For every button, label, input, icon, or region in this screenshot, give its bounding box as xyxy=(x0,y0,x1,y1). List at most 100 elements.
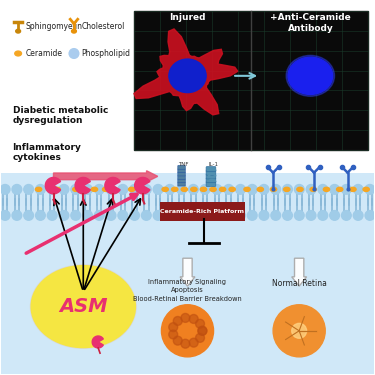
FancyBboxPatch shape xyxy=(178,176,185,179)
Circle shape xyxy=(224,211,234,220)
Wedge shape xyxy=(105,177,120,194)
Circle shape xyxy=(24,211,33,220)
FancyArrow shape xyxy=(180,258,195,286)
Ellipse shape xyxy=(284,187,290,191)
FancyBboxPatch shape xyxy=(160,202,245,221)
Circle shape xyxy=(248,211,257,220)
Ellipse shape xyxy=(129,187,135,191)
Ellipse shape xyxy=(350,187,356,191)
Circle shape xyxy=(169,330,178,339)
Circle shape xyxy=(195,333,204,342)
Text: TNF: TNF xyxy=(178,162,189,167)
Circle shape xyxy=(169,322,178,332)
Circle shape xyxy=(283,184,292,194)
FancyBboxPatch shape xyxy=(178,179,185,183)
Text: Injured: Injured xyxy=(169,13,206,22)
Circle shape xyxy=(106,184,116,194)
Circle shape xyxy=(200,184,210,194)
Ellipse shape xyxy=(16,29,21,33)
Text: Ceramide: Ceramide xyxy=(26,49,63,58)
Ellipse shape xyxy=(36,187,42,191)
Circle shape xyxy=(294,184,304,194)
Circle shape xyxy=(365,211,375,220)
Circle shape xyxy=(248,184,257,194)
Circle shape xyxy=(36,211,45,220)
Circle shape xyxy=(259,211,269,220)
Circle shape xyxy=(259,184,269,194)
Circle shape xyxy=(330,184,339,194)
Circle shape xyxy=(198,326,207,335)
Ellipse shape xyxy=(80,187,86,191)
Ellipse shape xyxy=(31,266,135,348)
Circle shape xyxy=(130,184,140,194)
FancyBboxPatch shape xyxy=(206,182,216,186)
Circle shape xyxy=(141,211,151,220)
FancyBboxPatch shape xyxy=(178,172,185,176)
Circle shape xyxy=(330,211,339,220)
Circle shape xyxy=(12,211,22,220)
Ellipse shape xyxy=(244,187,250,191)
Circle shape xyxy=(82,184,92,194)
Circle shape xyxy=(165,211,175,220)
Circle shape xyxy=(177,211,186,220)
Text: IL-1: IL-1 xyxy=(209,162,219,167)
Ellipse shape xyxy=(91,187,98,191)
Circle shape xyxy=(173,316,182,326)
Circle shape xyxy=(294,211,304,220)
Circle shape xyxy=(106,211,116,220)
Ellipse shape xyxy=(257,187,263,191)
Ellipse shape xyxy=(219,187,226,191)
Circle shape xyxy=(224,184,234,194)
Wedge shape xyxy=(135,177,150,194)
Ellipse shape xyxy=(181,187,188,191)
Circle shape xyxy=(212,211,222,220)
Circle shape xyxy=(342,211,351,220)
Ellipse shape xyxy=(15,51,21,56)
FancyBboxPatch shape xyxy=(206,174,216,179)
FancyBboxPatch shape xyxy=(178,169,185,172)
Circle shape xyxy=(200,211,210,220)
Text: Inflammatory Signaling
Apoptosis
Blood-Retinal Barrier Breakdown: Inflammatory Signaling Apoptosis Blood-R… xyxy=(133,279,242,302)
Circle shape xyxy=(236,184,245,194)
Circle shape xyxy=(292,323,307,338)
Circle shape xyxy=(283,211,292,220)
Ellipse shape xyxy=(162,187,168,191)
Ellipse shape xyxy=(310,187,316,191)
Circle shape xyxy=(353,184,363,194)
Circle shape xyxy=(162,305,213,357)
FancyArrow shape xyxy=(54,171,158,182)
Ellipse shape xyxy=(200,187,207,191)
Circle shape xyxy=(71,211,81,220)
Circle shape xyxy=(273,305,325,357)
Ellipse shape xyxy=(229,187,235,191)
Circle shape xyxy=(153,184,163,194)
Circle shape xyxy=(0,211,10,220)
Circle shape xyxy=(318,184,328,194)
Circle shape xyxy=(271,184,280,194)
Circle shape xyxy=(353,211,363,220)
Ellipse shape xyxy=(297,187,303,191)
Circle shape xyxy=(71,184,81,194)
Circle shape xyxy=(212,184,222,194)
Text: Inflammatory
cytokines: Inflammatory cytokines xyxy=(12,143,81,162)
Text: Phospholipid: Phospholipid xyxy=(81,49,130,58)
Ellipse shape xyxy=(72,29,76,33)
Circle shape xyxy=(181,314,190,322)
Ellipse shape xyxy=(54,187,60,191)
Circle shape xyxy=(0,184,10,194)
Ellipse shape xyxy=(210,187,216,191)
Circle shape xyxy=(306,211,316,220)
Ellipse shape xyxy=(323,187,330,191)
Ellipse shape xyxy=(172,187,178,191)
Ellipse shape xyxy=(270,187,277,191)
Ellipse shape xyxy=(363,187,369,191)
Ellipse shape xyxy=(110,187,116,191)
Circle shape xyxy=(189,211,198,220)
Circle shape xyxy=(195,319,204,328)
FancyBboxPatch shape xyxy=(2,172,374,374)
Circle shape xyxy=(118,211,128,220)
Text: Ceramide-Rich Platform: Ceramide-Rich Platform xyxy=(160,209,244,214)
Circle shape xyxy=(47,184,57,194)
Ellipse shape xyxy=(169,59,206,93)
FancyArrow shape xyxy=(292,258,307,286)
